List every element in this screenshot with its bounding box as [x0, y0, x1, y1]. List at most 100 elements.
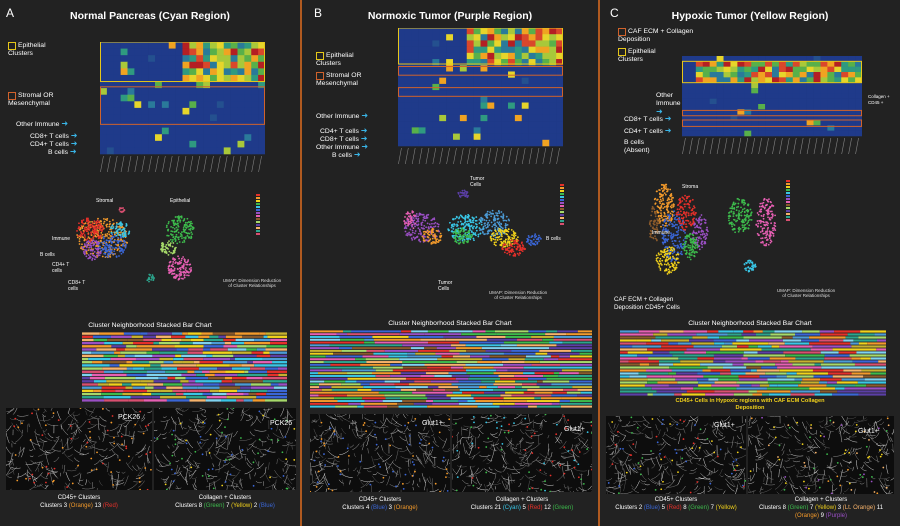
- umap-point: [191, 228, 194, 231]
- tissue-fiber: [246, 462, 252, 468]
- yellow-box-icon: [8, 42, 16, 50]
- tissue-fiber: [560, 455, 566, 459]
- tissue-fiber: [53, 436, 60, 441]
- tissue-fiber: [82, 439, 86, 442]
- heatmap-cell: [514, 59, 523, 66]
- umap-point: [496, 232, 499, 235]
- stacked-bar-segment: [256, 392, 267, 396]
- stacked-bar-segment: [196, 364, 230, 367]
- stacked-bar-segment: [147, 383, 164, 386]
- tissue-fiber: [207, 477, 215, 480]
- tissue-fiber: [193, 421, 199, 430]
- stacked-bar-segment: [500, 377, 529, 380]
- tissue-fiber: [180, 432, 188, 436]
- heatmap-cell: [411, 52, 419, 60]
- cell-marker: [495, 421, 498, 424]
- heatmap-cell: [120, 134, 128, 142]
- umap-point: [454, 229, 457, 232]
- stacked-bar-segment: [147, 370, 166, 373]
- umap-point: [457, 230, 460, 232]
- highlight-box: [398, 87, 563, 97]
- stacked-bar-segment: [82, 361, 93, 364]
- heatmap-cell: [127, 68, 135, 76]
- umap-point: [99, 252, 102, 255]
- tissue-fiber: [67, 454, 73, 457]
- umap-point: [181, 235, 183, 237]
- cell-marker: [524, 417, 527, 420]
- stacked-bar-segment: [577, 330, 592, 333]
- stacked-bar-segment: [376, 377, 406, 380]
- tissue-fiber: [365, 431, 372, 438]
- tissue-fiber: [73, 437, 80, 440]
- heatmap-cell: [501, 121, 509, 128]
- tissue-fiber: [375, 445, 379, 449]
- cell-marker: [31, 473, 34, 476]
- heatmap-cell: [432, 34, 440, 41]
- heatmap-cell: [398, 102, 406, 110]
- umap-point: [167, 243, 170, 246]
- umap-point: [190, 267, 192, 269]
- heatmap-cell: [141, 114, 149, 122]
- heatmap-cell: [237, 61, 245, 69]
- tissue-fiber: [509, 442, 512, 451]
- stacked-bar-segment: [234, 332, 260, 335]
- tissue-fiber: [66, 469, 77, 472]
- heatmap-cell: [203, 48, 211, 56]
- tissue-fiber: [123, 408, 126, 418]
- umap-point: [520, 242, 523, 244]
- caption-clusters: Clusters 21 (Cyan) 5 (Red) 12 (Green): [452, 504, 592, 512]
- heatmap-cell: [113, 81, 121, 89]
- stacked-bar-segment: [505, 391, 524, 394]
- umap-point: [98, 254, 101, 257]
- stacked-bar-segment: [472, 330, 486, 333]
- cell-marker: [507, 429, 510, 432]
- tissue-fiber: [65, 482, 73, 490]
- heatmap-cell: [100, 114, 108, 122]
- umap-point: [516, 252, 519, 255]
- heatmap-cell: [113, 134, 121, 142]
- stacked-bar-segment: [134, 354, 153, 358]
- tissue-fiber: [246, 457, 253, 465]
- stacked-bar-segment: [459, 341, 504, 344]
- heatmap-cell: [501, 127, 509, 134]
- umap-point: [98, 220, 100, 223]
- heatmap-cell: [168, 68, 176, 76]
- stacked-bar-segment: [345, 380, 357, 383]
- cell-marker: [14, 454, 17, 456]
- umap-point: [466, 192, 468, 194]
- heatmap-cell: [168, 127, 176, 135]
- tissue-fiber: [139, 424, 143, 430]
- heatmap-cell: [556, 108, 563, 116]
- heatmap-cell: [737, 56, 745, 62]
- stacked-bar-segment: [465, 344, 501, 347]
- stacked-bar-segment: [212, 392, 227, 396]
- heatmap-cell: [189, 147, 197, 155]
- tissue-fiber: [247, 443, 254, 451]
- heatmap-cell: [141, 88, 149, 96]
- tissue-fiber: [355, 426, 359, 436]
- heatmap-cell: [453, 28, 461, 35]
- umap-point: [99, 227, 102, 230]
- heatmap-cell: [514, 65, 523, 72]
- tissue-fiber: [319, 462, 323, 467]
- heatmap-cell: [168, 88, 176, 96]
- umap-point: [82, 222, 85, 225]
- heatmap-cell: [237, 55, 245, 63]
- stacked-bar-segment: [484, 391, 506, 394]
- heatmap-cell: [404, 40, 413, 47]
- tissue-fiber: [569, 491, 571, 492]
- tissue-fiber: [501, 475, 510, 485]
- umap-point: [179, 268, 182, 271]
- cell-marker: [212, 487, 215, 490]
- cell-marker: [221, 431, 223, 434]
- umap-point: [532, 238, 535, 241]
- tissue-fiber: [70, 425, 73, 430]
- umap-point: [116, 229, 119, 232]
- tissue-fiber: [563, 417, 566, 425]
- stacked-bar-segment: [539, 361, 592, 364]
- caption-title: Collagen + Clusters: [198, 495, 252, 501]
- stacked-bar-segment: [82, 376, 90, 380]
- umap-point: [419, 230, 421, 232]
- tissue-fiber: [227, 452, 239, 459]
- stacked-bar-segment: [534, 391, 553, 394]
